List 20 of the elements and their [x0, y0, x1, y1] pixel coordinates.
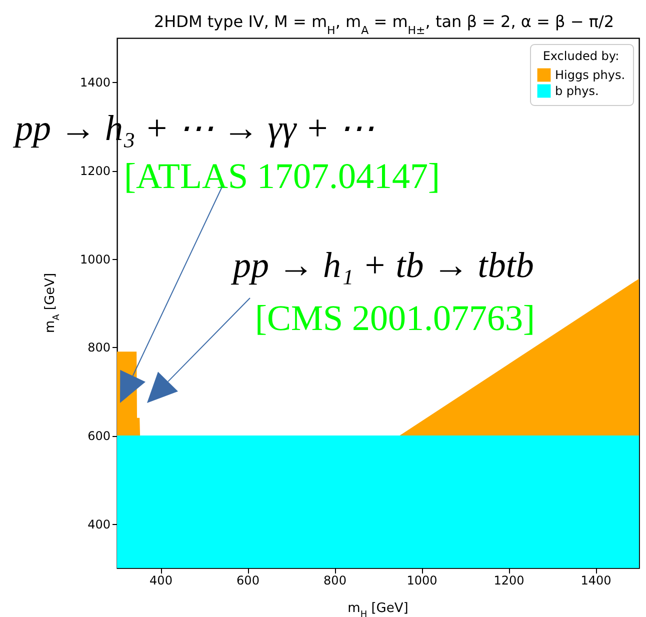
chart-title: 2HDM type IV, M = m$_{H}$, m$_{A}$ = m$_{H±}$, tan β = 2, α = β − π/2 [154, 12, 614, 36]
legend-label: b phys. [555, 84, 599, 98]
y-tick-label: 800 [88, 340, 110, 355]
legend-title: Excluded by: [542, 49, 620, 63]
y-tick-label: 400 [88, 517, 110, 532]
x-tick-label: 1400 [580, 574, 612, 588]
y-tick-label: 1200 [80, 164, 110, 178]
annotation: [ATLAS 1707.04147] [124, 156, 440, 196]
x-tick-label: 800 [324, 574, 346, 588]
x-tick-label: 400 [150, 574, 172, 588]
y-tick-label: 600 [88, 429, 110, 443]
x-tick-label: 600 [236, 574, 260, 588]
x-tick-label: 1200 [494, 574, 524, 588]
legend-label: Higgs phys. [555, 68, 626, 82]
x-axis-title: m$_{H}$ [GeV] [348, 601, 408, 617]
y-tick-label: 1400 [80, 76, 110, 90]
annotation: pp → h₁ + tb → tbtb [230, 245, 534, 285]
y-tick-label: 1000 [80, 252, 110, 266]
annotation: [CMS 2001.07763] [255, 298, 536, 338]
x-tick-label: 1000 [406, 574, 438, 588]
